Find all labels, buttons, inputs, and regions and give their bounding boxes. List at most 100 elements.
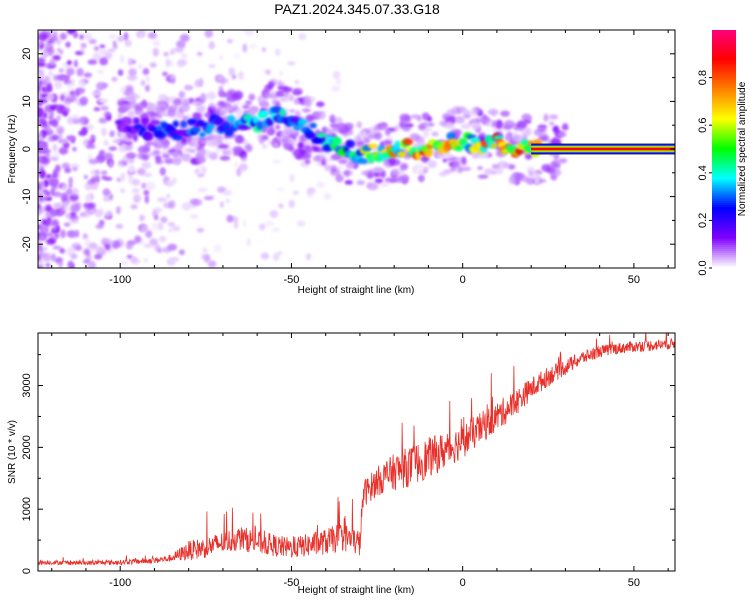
spectrum-halo <box>217 100 225 107</box>
spectrum-halo <box>248 93 256 101</box>
spectrum-halo <box>521 130 533 137</box>
spectrum-speckle <box>49 34 58 41</box>
spectrum-speckle <box>140 224 149 233</box>
spectrum-halo <box>380 182 390 187</box>
spectrum-halo <box>518 127 525 133</box>
spectrum-speckle <box>100 170 108 175</box>
colorbar-cell <box>712 184 736 188</box>
snr-series-line <box>38 333 675 567</box>
spectrum-speckle <box>203 254 211 263</box>
spectrum-halo <box>399 113 411 121</box>
spectrum-speckle <box>70 163 80 169</box>
spectrum-ridge-blob <box>206 121 215 130</box>
spectrum-halo <box>521 177 532 182</box>
spectrum-halo <box>483 150 490 159</box>
colorbar-cell <box>712 260 736 263</box>
spectrum-speckle <box>38 57 46 63</box>
spectrum-halo <box>549 121 555 127</box>
colorbar-cell <box>712 73 736 77</box>
spectrum-halo <box>416 115 422 122</box>
colorbar-cell <box>712 252 736 255</box>
spectrum-speckle <box>103 195 111 202</box>
spectrum-halo <box>412 166 418 174</box>
spectrum-halo <box>374 178 384 184</box>
spectrum-halo <box>361 130 367 139</box>
colorbar-cell <box>712 206 736 210</box>
spectrum-speckle <box>127 173 133 179</box>
colorbar-cell <box>712 149 736 152</box>
spectrum-speckle <box>222 189 233 196</box>
spectrum-speckle <box>62 141 70 149</box>
spectrum-halo <box>214 147 221 154</box>
spectrum-speckle <box>100 105 109 111</box>
snr-xtick-label: -100 <box>109 577 131 589</box>
spectrum-ridge-blob <box>150 119 161 126</box>
spectrum-halo <box>279 97 289 102</box>
spectrum-halo <box>218 144 229 149</box>
spectrum-speckle <box>88 38 97 45</box>
spectrum-halo <box>273 142 279 148</box>
spectrum-halo <box>384 177 395 183</box>
snr-xtick-label: 0 <box>460 577 466 589</box>
spectrum-speckle <box>136 168 146 176</box>
spectrum-speckle <box>38 205 47 214</box>
spectrum-speckle <box>137 64 143 70</box>
spectrum-halo <box>427 160 438 169</box>
spectrum-speckle <box>233 222 239 229</box>
spectrum-halo <box>227 89 236 96</box>
spectrum-speckle <box>332 70 341 80</box>
spectrum-speckle <box>145 75 151 83</box>
spectrum-speckle <box>186 114 191 119</box>
spectrum-speckle <box>94 209 103 218</box>
spectrum-speckle <box>70 94 78 103</box>
colorbar-cell <box>712 39 736 43</box>
colorbar-cell <box>712 41 736 45</box>
spectrum-speckle <box>96 69 105 74</box>
colorbar-cell <box>712 115 736 118</box>
spectrum-halo <box>121 143 128 150</box>
colorbar-cell <box>712 121 736 124</box>
spectrum-halo <box>133 94 141 100</box>
spectrum-speckle <box>89 181 99 191</box>
colorbar-cell <box>712 216 736 220</box>
spectrum-speckle <box>196 173 205 178</box>
spectrum-speckle <box>58 68 64 73</box>
spectrum-halo <box>423 127 432 132</box>
spectrum-halo <box>218 90 226 98</box>
spectrum-speckle <box>75 87 86 94</box>
spectrum-halo <box>300 134 306 143</box>
spectrum-halo <box>278 82 286 87</box>
spectrum-speckle <box>38 156 46 164</box>
colorbar-cell <box>712 61 736 65</box>
spectrum-speckle <box>93 45 100 51</box>
spectrum-speckle <box>87 134 97 141</box>
spectrum-speckle <box>96 81 106 91</box>
spectrum-halo <box>207 133 216 142</box>
spectrum-ridge-blob <box>140 117 150 126</box>
spectrum-halo <box>300 149 307 156</box>
spectrum-speckle <box>61 198 69 208</box>
colorbar-cell <box>712 33 736 37</box>
spectrum-speckle <box>143 189 150 196</box>
spectrum-halo <box>479 115 490 125</box>
colorbar-cell <box>712 109 736 112</box>
spectrum-speckle <box>142 68 150 75</box>
colorbar-cell <box>712 188 736 192</box>
colorbar-cell <box>712 59 736 63</box>
spectrum-halo <box>456 165 464 174</box>
spectrum-halo <box>393 124 400 132</box>
spectrum-speckle <box>305 253 312 261</box>
spectrum-speckle <box>189 198 199 205</box>
colorbar-cell <box>712 218 736 221</box>
spectrum-speckle <box>100 127 108 137</box>
spectrum-speckle <box>64 167 72 174</box>
spectrum-speckle <box>260 252 270 260</box>
spectrum-speckle <box>38 183 42 192</box>
colorbar-cell <box>712 107 736 110</box>
colorbar-cell <box>712 254 736 257</box>
spectrum-halo <box>242 104 250 110</box>
colorbar-cell <box>712 99 736 102</box>
spectrum-speckle <box>108 193 114 201</box>
spectrum-speckle <box>38 163 41 170</box>
